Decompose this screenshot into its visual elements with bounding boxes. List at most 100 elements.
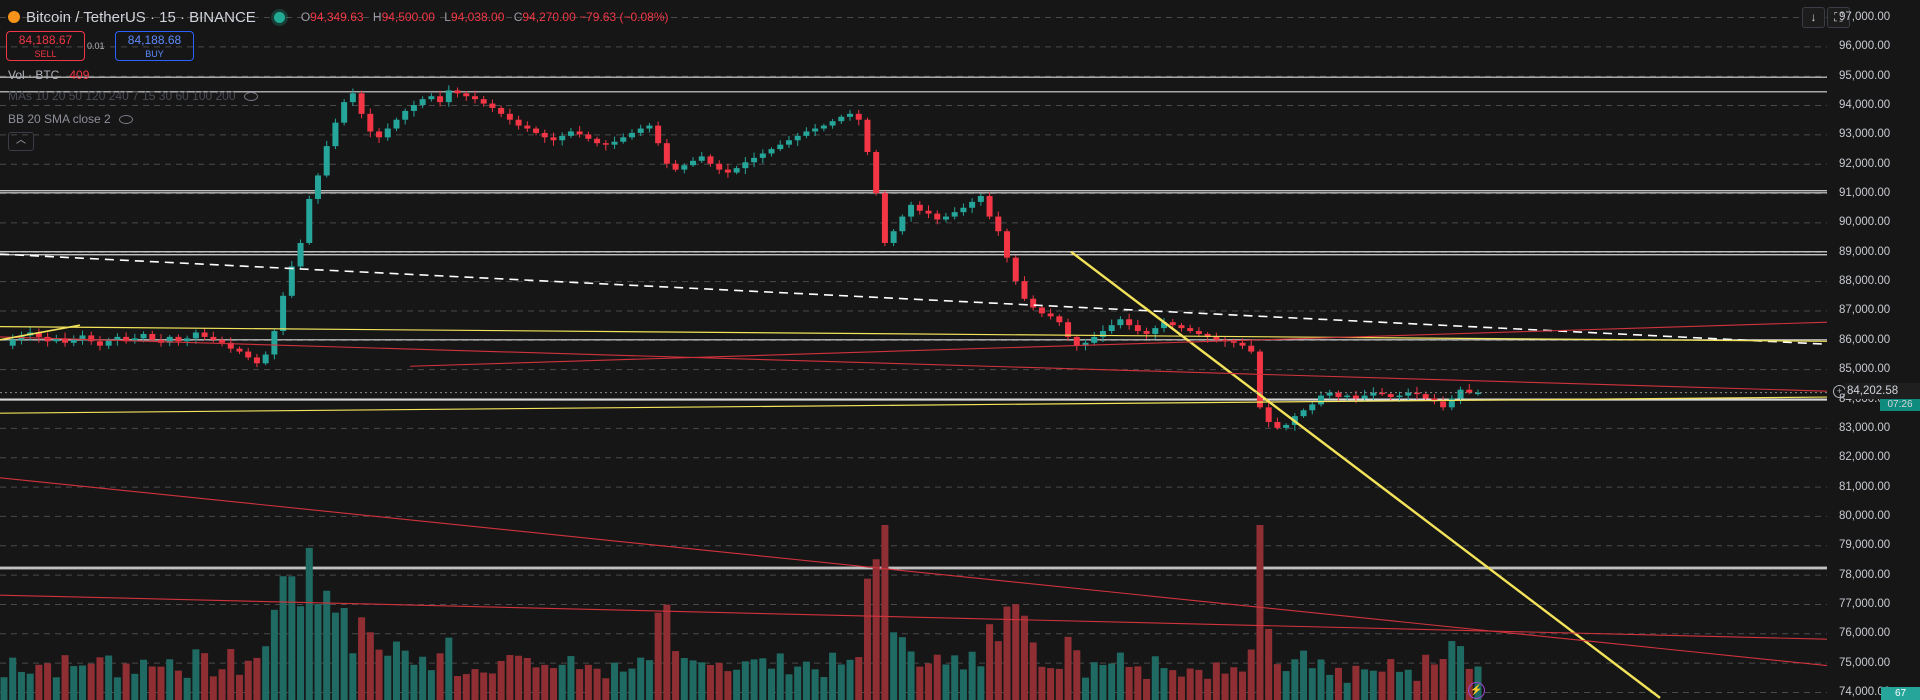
volume-bar-142 <box>1239 671 1247 700</box>
candle-body-84 <box>733 168 740 173</box>
candle-body-15 <box>131 338 138 342</box>
volume-bar-12 <box>105 655 113 700</box>
volume-bar-21 <box>183 677 191 700</box>
volume-bar-26 <box>227 648 235 700</box>
candle-body-65 <box>567 131 574 136</box>
volume-bar-80 <box>698 662 706 700</box>
lightning-icon[interactable]: ⚡ <box>1468 682 1485 699</box>
volume-bar-74 <box>645 660 653 700</box>
volume-bar-91 <box>794 666 802 700</box>
volume-bar-23 <box>201 653 209 700</box>
candle-body-103 <box>899 216 906 232</box>
candle-body-138 <box>1204 333 1211 337</box>
candle-body-90 <box>785 140 792 145</box>
scroll-down-button[interactable]: ↓ <box>1802 7 1825 28</box>
volume-bar-14 <box>122 663 130 700</box>
candle-body-155 <box>1352 395 1359 399</box>
price-tick-label: 89,000.00 <box>1839 245 1891 258</box>
candle-body-147 <box>1283 424 1290 428</box>
volume-bar-119 <box>1038 666 1046 700</box>
volume-bar-72 <box>628 668 636 700</box>
volume-bar-154 <box>1343 682 1351 700</box>
volume-bar-157 <box>1369 670 1377 700</box>
eye-hidden-icon[interactable] <box>118 115 133 124</box>
volume-bar-96 <box>837 664 845 700</box>
symbol-title[interactable]: Bitcoin / TetherUS · 15 · BINANCE <box>26 8 256 26</box>
volume-bar-42 <box>366 632 374 700</box>
volume-bar-83 <box>724 671 732 700</box>
candle-body-133 <box>1161 322 1168 329</box>
candle-body-158 <box>1379 392 1386 395</box>
volume-bar-75 <box>654 612 662 700</box>
sell-button[interactable]: 84,188.67 SELL <box>6 31 85 61</box>
buy-label: BUY <box>145 49 164 59</box>
candle-body-23 <box>201 332 208 337</box>
red-trendline-2 <box>409 321 1827 367</box>
candle-body-16 <box>140 333 147 339</box>
candle-body-88 <box>768 149 775 154</box>
candle-body-80 <box>698 156 705 161</box>
volume-bar-25 <box>218 669 226 700</box>
price-tick-label: 87,000.00 <box>1839 304 1891 317</box>
volume-bar-36 <box>314 603 322 700</box>
price-axis[interactable]: 97,000.00 96,000.00 95,000.00 94,000.00 93,0… <box>1827 0 1920 700</box>
collapse-legend-button[interactable]: ︿ <box>8 132 34 151</box>
volume-bar-116 <box>1012 604 1020 700</box>
volume-bar-37 <box>323 590 331 700</box>
candle-body-166 <box>1448 398 1455 408</box>
candle-body-156 <box>1361 395 1368 399</box>
candle-body-8 <box>70 339 77 343</box>
volume-bar-2 <box>17 671 25 700</box>
volume-bar-79 <box>689 660 697 700</box>
volume-bar-85 <box>741 661 749 700</box>
eye-hidden-icon[interactable] <box>243 92 258 101</box>
yellow-descending-trendline <box>1070 250 1661 699</box>
chart-canvas[interactable] <box>0 0 1827 700</box>
candle-body-82 <box>716 163 723 170</box>
volume-bar-152 <box>1326 674 1334 700</box>
volume-bar-150 <box>1308 668 1316 700</box>
volume-bar-20 <box>174 670 182 700</box>
ma-indicator[interactable]: MAs 10 20 50 120 240 7 15 30 60 100 200 <box>8 89 258 103</box>
candle-body-121 <box>1056 316 1063 323</box>
volume-bar-98 <box>855 657 863 700</box>
candle-body-89 <box>777 144 784 150</box>
candle-body-129 <box>1126 319 1133 326</box>
volume-bar-122 <box>1064 636 1072 700</box>
volume-bar-156 <box>1361 669 1369 700</box>
volume-indicator[interactable]: Vol · BTC 409 <box>8 68 90 82</box>
candle-body-96 <box>838 116 845 122</box>
volume-bar-50 <box>436 653 444 700</box>
candle-body-9 <box>79 335 86 340</box>
buy-price: 84,188.68 <box>127 33 182 47</box>
candle-body-99 <box>864 119 871 152</box>
volume-bar-43 <box>375 649 383 700</box>
volume-value: 409 <box>69 68 90 82</box>
bb-indicator[interactable]: BB 20 SMA close 2 <box>8 112 133 126</box>
candle-body-127 <box>1108 325 1115 332</box>
buy-button[interactable]: 84,188.68 BUY <box>115 31 194 61</box>
candle-body-169 <box>1475 392 1481 395</box>
market-open-icon <box>273 11 285 23</box>
candle-body-61 <box>533 128 540 133</box>
volume-bar-89 <box>776 653 784 700</box>
volume-bar-33 <box>288 576 296 700</box>
candle-body-60 <box>524 125 531 129</box>
volume-bar-108 <box>942 664 950 700</box>
volume-bar-139 <box>1212 662 1220 700</box>
volume-bar-163 <box>1422 654 1430 700</box>
candle-body-69 <box>602 143 609 145</box>
spread-value: 0.01 <box>87 41 105 51</box>
volume-bar-31 <box>270 609 278 700</box>
candle-body-113 <box>986 196 993 217</box>
volume-bar-95 <box>829 652 837 700</box>
volume-bar-130 <box>1134 666 1142 700</box>
volume-bar-0 <box>0 677 8 700</box>
fullscreen-button[interactable]: ⛶ <box>1827 7 1850 28</box>
price-tick-label: 83,000.00 <box>1839 421 1891 434</box>
fullscreen-icon: ⛶ <box>1834 10 1843 24</box>
volume-bar-38 <box>331 612 339 700</box>
price-tick-label: 85,000.00 <box>1839 363 1891 376</box>
volume-bar-104 <box>907 651 915 700</box>
volume-bar-148 <box>1291 659 1299 700</box>
